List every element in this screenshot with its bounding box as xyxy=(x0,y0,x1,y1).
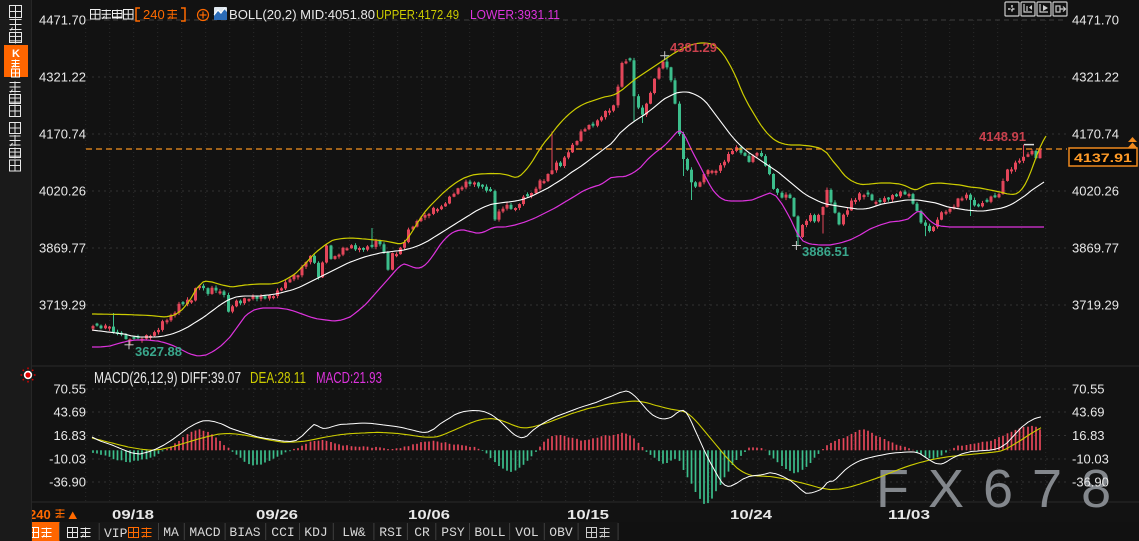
svg-text:16.83: 16.83 xyxy=(53,428,86,443)
svg-text:MACD:21.93: MACD:21.93 xyxy=(316,370,382,387)
svg-text:MA: MA xyxy=(163,525,179,540)
svg-text:10/15: 10/15 xyxy=(567,507,609,522)
svg-text:4471.70: 4471.70 xyxy=(39,13,86,28)
svg-text:3886.51: 3886.51 xyxy=(802,244,849,259)
svg-text:VIP: VIP xyxy=(104,526,128,541)
svg-text:09/18: 09/18 xyxy=(112,507,154,522)
svg-text:UPPER:4172.49: UPPER:4172.49 xyxy=(376,7,459,22)
svg-text:70.55: 70.55 xyxy=(53,382,86,397)
svg-text:RSI: RSI xyxy=(379,525,402,540)
svg-text:LW&: LW& xyxy=(342,525,366,540)
svg-text:-36.90: -36.90 xyxy=(1072,475,1109,490)
svg-text:240: 240 xyxy=(29,507,51,522)
svg-text:10/06: 10/06 xyxy=(408,507,450,522)
svg-text:4020.26: 4020.26 xyxy=(1072,184,1119,199)
svg-text:43.69: 43.69 xyxy=(1072,405,1105,420)
svg-text:70.55: 70.55 xyxy=(1072,382,1105,397)
svg-text:43.69: 43.69 xyxy=(53,405,86,420)
svg-text:4321.22: 4321.22 xyxy=(1072,70,1119,85)
svg-text:MACD: MACD xyxy=(189,525,220,540)
svg-text:DEA:28.11: DEA:28.11 xyxy=(250,370,306,387)
svg-text:BOLL: BOLL xyxy=(474,525,505,540)
svg-text:4471.70: 4471.70 xyxy=(1072,13,1119,28)
svg-text:4020.26: 4020.26 xyxy=(39,184,86,199)
svg-text:BIAS: BIAS xyxy=(229,525,260,540)
svg-text:3627.88: 3627.88 xyxy=(135,344,182,359)
svg-text:PSY: PSY xyxy=(441,525,465,540)
svg-text:3869.77: 3869.77 xyxy=(39,241,86,256)
svg-text:4321.22: 4321.22 xyxy=(39,70,86,85)
svg-text:4170.74: 4170.74 xyxy=(1072,127,1119,142)
svg-text:CCI: CCI xyxy=(271,525,294,540)
svg-text:10/24: 10/24 xyxy=(730,507,773,522)
svg-text:MACD(26,12,9) DIFF:39.07: MACD(26,12,9) DIFF:39.07 xyxy=(94,370,241,387)
svg-text:4381.29: 4381.29 xyxy=(670,40,717,55)
svg-text:3869.77: 3869.77 xyxy=(1072,241,1119,256)
svg-text:-10.03: -10.03 xyxy=(49,452,86,467)
svg-text:OBV: OBV xyxy=(549,525,573,540)
svg-text:3719.29: 3719.29 xyxy=(1072,298,1119,313)
svg-text:-36.90: -36.90 xyxy=(49,475,86,490)
svg-text:11/03: 11/03 xyxy=(888,507,930,522)
svg-text:3719.29: 3719.29 xyxy=(39,298,86,313)
svg-text:4137.91: 4137.91 xyxy=(1074,151,1132,165)
svg-text:4148.91: 4148.91 xyxy=(979,129,1026,144)
svg-text:CR: CR xyxy=(414,525,430,540)
svg-text:LOWER:3931.11: LOWER:3931.11 xyxy=(470,7,560,22)
svg-text:VOL: VOL xyxy=(515,525,538,540)
svg-text:BOLL(20,2) MID:4051.80: BOLL(20,2) MID:4051.80 xyxy=(229,7,375,22)
svg-text:4170.74: 4170.74 xyxy=(39,127,86,142)
svg-text:-10.03: -10.03 xyxy=(1072,452,1109,467)
svg-text:09/26: 09/26 xyxy=(256,507,298,522)
svg-text:KDJ: KDJ xyxy=(304,525,327,540)
svg-text:240: 240 xyxy=(143,7,165,22)
svg-text:16.83: 16.83 xyxy=(1072,428,1105,443)
svg-text:FX678: FX678 xyxy=(876,459,1130,519)
svg-text:K: K xyxy=(12,48,20,60)
